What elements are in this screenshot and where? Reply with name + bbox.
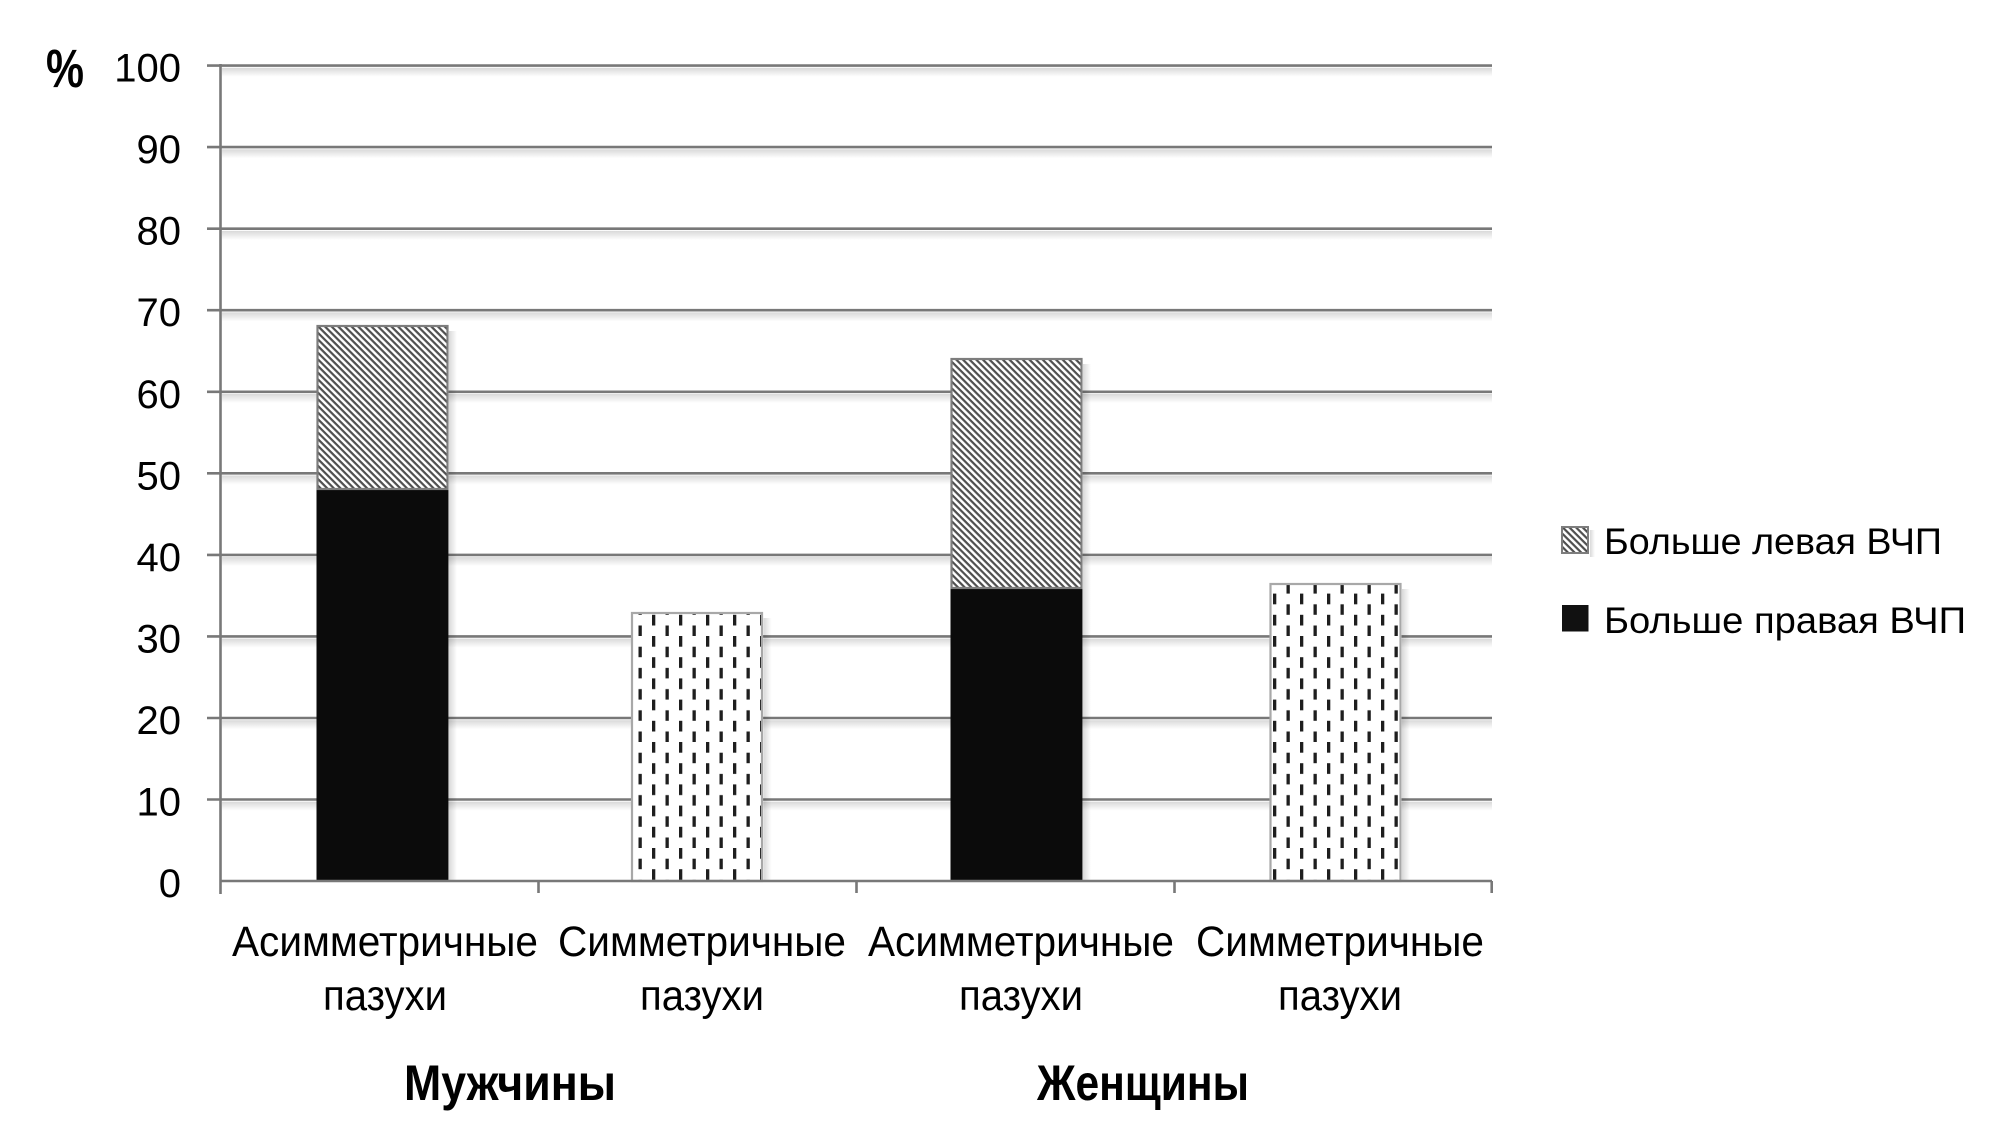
svg-text:50: 50 (137, 454, 182, 498)
svg-text:пазухи: пазухи (959, 972, 1083, 1020)
svg-text:40: 40 (137, 536, 182, 580)
svg-text:пазухи: пазухи (323, 972, 447, 1020)
svg-text:Симметричные: Симметричные (558, 918, 846, 966)
svg-text:Женщины: Женщины (1036, 1055, 1249, 1111)
svg-text:60: 60 (137, 373, 182, 417)
svg-text:20: 20 (137, 699, 182, 743)
svg-text:80: 80 (137, 210, 182, 254)
svg-text:Асимметричные: Асимметричные (868, 918, 1174, 966)
svg-text:пазухи: пазухи (640, 972, 764, 1020)
svg-text:70: 70 (137, 291, 182, 335)
svg-text:0: 0 (159, 862, 181, 906)
svg-text:Симметричные: Симметричные (1196, 918, 1484, 966)
svg-text:Больше правая ВЧП: Больше правая ВЧП (1604, 600, 1966, 641)
svg-text:30: 30 (137, 617, 182, 661)
svg-text:Асимметричные: Асимметричные (232, 918, 538, 966)
svg-text:Мужчины: Мужчины (404, 1055, 616, 1111)
svg-text:пазухи: пазухи (1278, 972, 1402, 1020)
svg-text:Больше левая ВЧП: Больше левая ВЧП (1604, 521, 1942, 562)
svg-text:10: 10 (137, 781, 182, 825)
svg-text:90: 90 (137, 128, 182, 172)
svg-text:%: % (46, 39, 84, 99)
svg-text:100: 100 (114, 47, 181, 91)
